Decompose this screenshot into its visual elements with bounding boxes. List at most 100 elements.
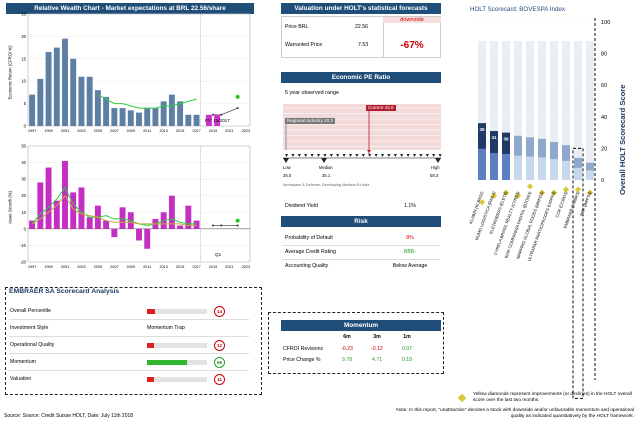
momentum-value: -0.23 <box>341 346 353 352</box>
scorecard-row-label: Investment Style <box>10 325 49 331</box>
bar <box>177 225 184 229</box>
bar <box>78 76 85 126</box>
y-tick-label: 0 <box>24 124 27 129</box>
disclaimer-note: Note: In this report, "unattractive" den… <box>396 408 634 419</box>
bar <box>70 192 77 229</box>
holt-bar <box>586 162 594 180</box>
bar <box>193 220 200 229</box>
x-tick-label: 2023 <box>242 129 250 133</box>
pe-tick-marker <box>425 154 429 157</box>
holt-bar-segment <box>526 156 534 180</box>
holt-bar-segment <box>538 157 546 180</box>
holt-bar <box>550 142 558 180</box>
holt-column-bg <box>526 40 534 181</box>
y-tick-label: 20 <box>21 34 26 39</box>
price-value: 22.56 <box>355 24 368 30</box>
y-tick-label: 0 <box>24 226 27 231</box>
plot-frame <box>27 13 251 127</box>
investment-style-value: Momentum Trap <box>147 325 185 331</box>
y-tick-label: 30 <box>21 177 26 182</box>
x-tick-label: 2017 <box>192 129 200 133</box>
momentum-value: 4.71 <box>371 357 383 363</box>
improvement-diamond <box>538 189 546 196</box>
bar <box>119 207 126 229</box>
bar <box>103 220 110 229</box>
bar <box>94 205 101 229</box>
x-tick-label: 2005 <box>94 265 102 269</box>
pe-tick-marker <box>361 154 365 157</box>
y-tick-label: 40 <box>21 160 26 165</box>
source-note: Source: Source: Credit Suisse HOLT, Date… <box>4 413 134 419</box>
pe-tick-marker <box>387 154 391 157</box>
bar <box>94 90 101 126</box>
x-tick-label: 2003 <box>77 265 85 269</box>
holt-category-label: CCR (CCRO3) <box>554 190 568 218</box>
bar <box>111 108 118 126</box>
holt-scorecard-title: HOLT Scorecard: BOVESPA Index <box>470 6 565 13</box>
x-tick-label: 2017 <box>192 265 200 269</box>
pe-industry-label: Aerospace & Defense, Developing Markets … <box>283 183 370 187</box>
bar <box>160 101 167 126</box>
holt-bar-segment <box>502 153 510 180</box>
x-tick-label: 2001 <box>61 129 69 133</box>
pe-current-label: Current 43.6 <box>366 105 396 111</box>
scorecard-bar <box>147 377 207 382</box>
y-tick-label: 15 <box>21 56 26 61</box>
bar <box>29 94 36 126</box>
holt-y-tick: 0 <box>601 178 604 184</box>
price-label: Price BRL <box>285 24 309 30</box>
holt-category-label: KLABIN (KLBN11) <box>468 190 485 224</box>
holt-column-bg <box>550 40 558 181</box>
momentum-col-header: 1m <box>403 334 411 340</box>
x-tick-label: 2019 <box>209 129 217 133</box>
x-tick-label: 1997 <box>28 265 36 269</box>
pe-tick-marker <box>419 154 423 157</box>
momentum-col-header: 3m <box>373 334 381 340</box>
wealth-chart-title: Relative Wealth Chart - Market expectati… <box>6 3 254 14</box>
valuation-title: Valuation under HOLT's statistical forec… <box>281 3 441 14</box>
pe-range-chart <box>283 104 442 163</box>
x-tick-label: 2007 <box>110 129 118 133</box>
holt-plot-area <box>476 22 596 180</box>
holt-column-bg <box>538 40 546 181</box>
holt-column-bg <box>514 40 522 181</box>
pe-high-label: High <box>431 165 440 170</box>
holt-column-bg <box>502 40 510 181</box>
risk-row-value: BBB- <box>403 249 417 255</box>
bar <box>168 94 175 126</box>
x-tick-label: 1997 <box>28 129 36 133</box>
warranted-value: 7.53 <box>358 42 369 48</box>
scorecard-row-label: Momentum <box>10 359 36 365</box>
series-line <box>31 186 197 227</box>
holt-bar <box>562 145 570 180</box>
risk-row-value: 8% <box>406 235 414 241</box>
improvement-diamond <box>562 186 570 193</box>
x-tick-label: 2021 <box>225 265 233 269</box>
momentum-row-label: Price Change % <box>283 357 321 363</box>
bar <box>62 160 68 229</box>
x-tick-label: 2011 <box>143 129 151 133</box>
series-line <box>97 94 197 109</box>
holt-category-label: ELETROBRAS (ELET6) <box>488 190 508 234</box>
holt-bar <box>514 135 522 180</box>
pe-tick-marker <box>432 154 436 157</box>
holt-category-label: MARFRIG GLOBAL FOODS (MRFG3) <box>515 190 544 260</box>
bar <box>119 108 126 126</box>
holt-y-tick: 60 <box>601 83 607 89</box>
pe-tick-marker <box>317 154 320 157</box>
x-tick-label: 2013 <box>159 129 167 133</box>
diamond-legend-text: Yellow diamonds represent improvements (… <box>473 392 632 403</box>
forecast-point <box>212 224 214 227</box>
holt-y-tick: 100 <box>601 20 610 26</box>
bar <box>168 195 175 229</box>
bar <box>185 114 192 126</box>
improvement-diamond <box>574 186 582 193</box>
pe-tick-marker <box>374 154 378 157</box>
scorecard-score: 12 <box>214 340 225 351</box>
bar <box>152 108 159 126</box>
bar <box>185 205 192 229</box>
scorecard-score: 14 <box>214 306 225 317</box>
improvement-diamond <box>514 192 522 199</box>
pe-regional-label: Regional Industry 20.3 <box>285 118 335 124</box>
bar <box>136 112 142 126</box>
